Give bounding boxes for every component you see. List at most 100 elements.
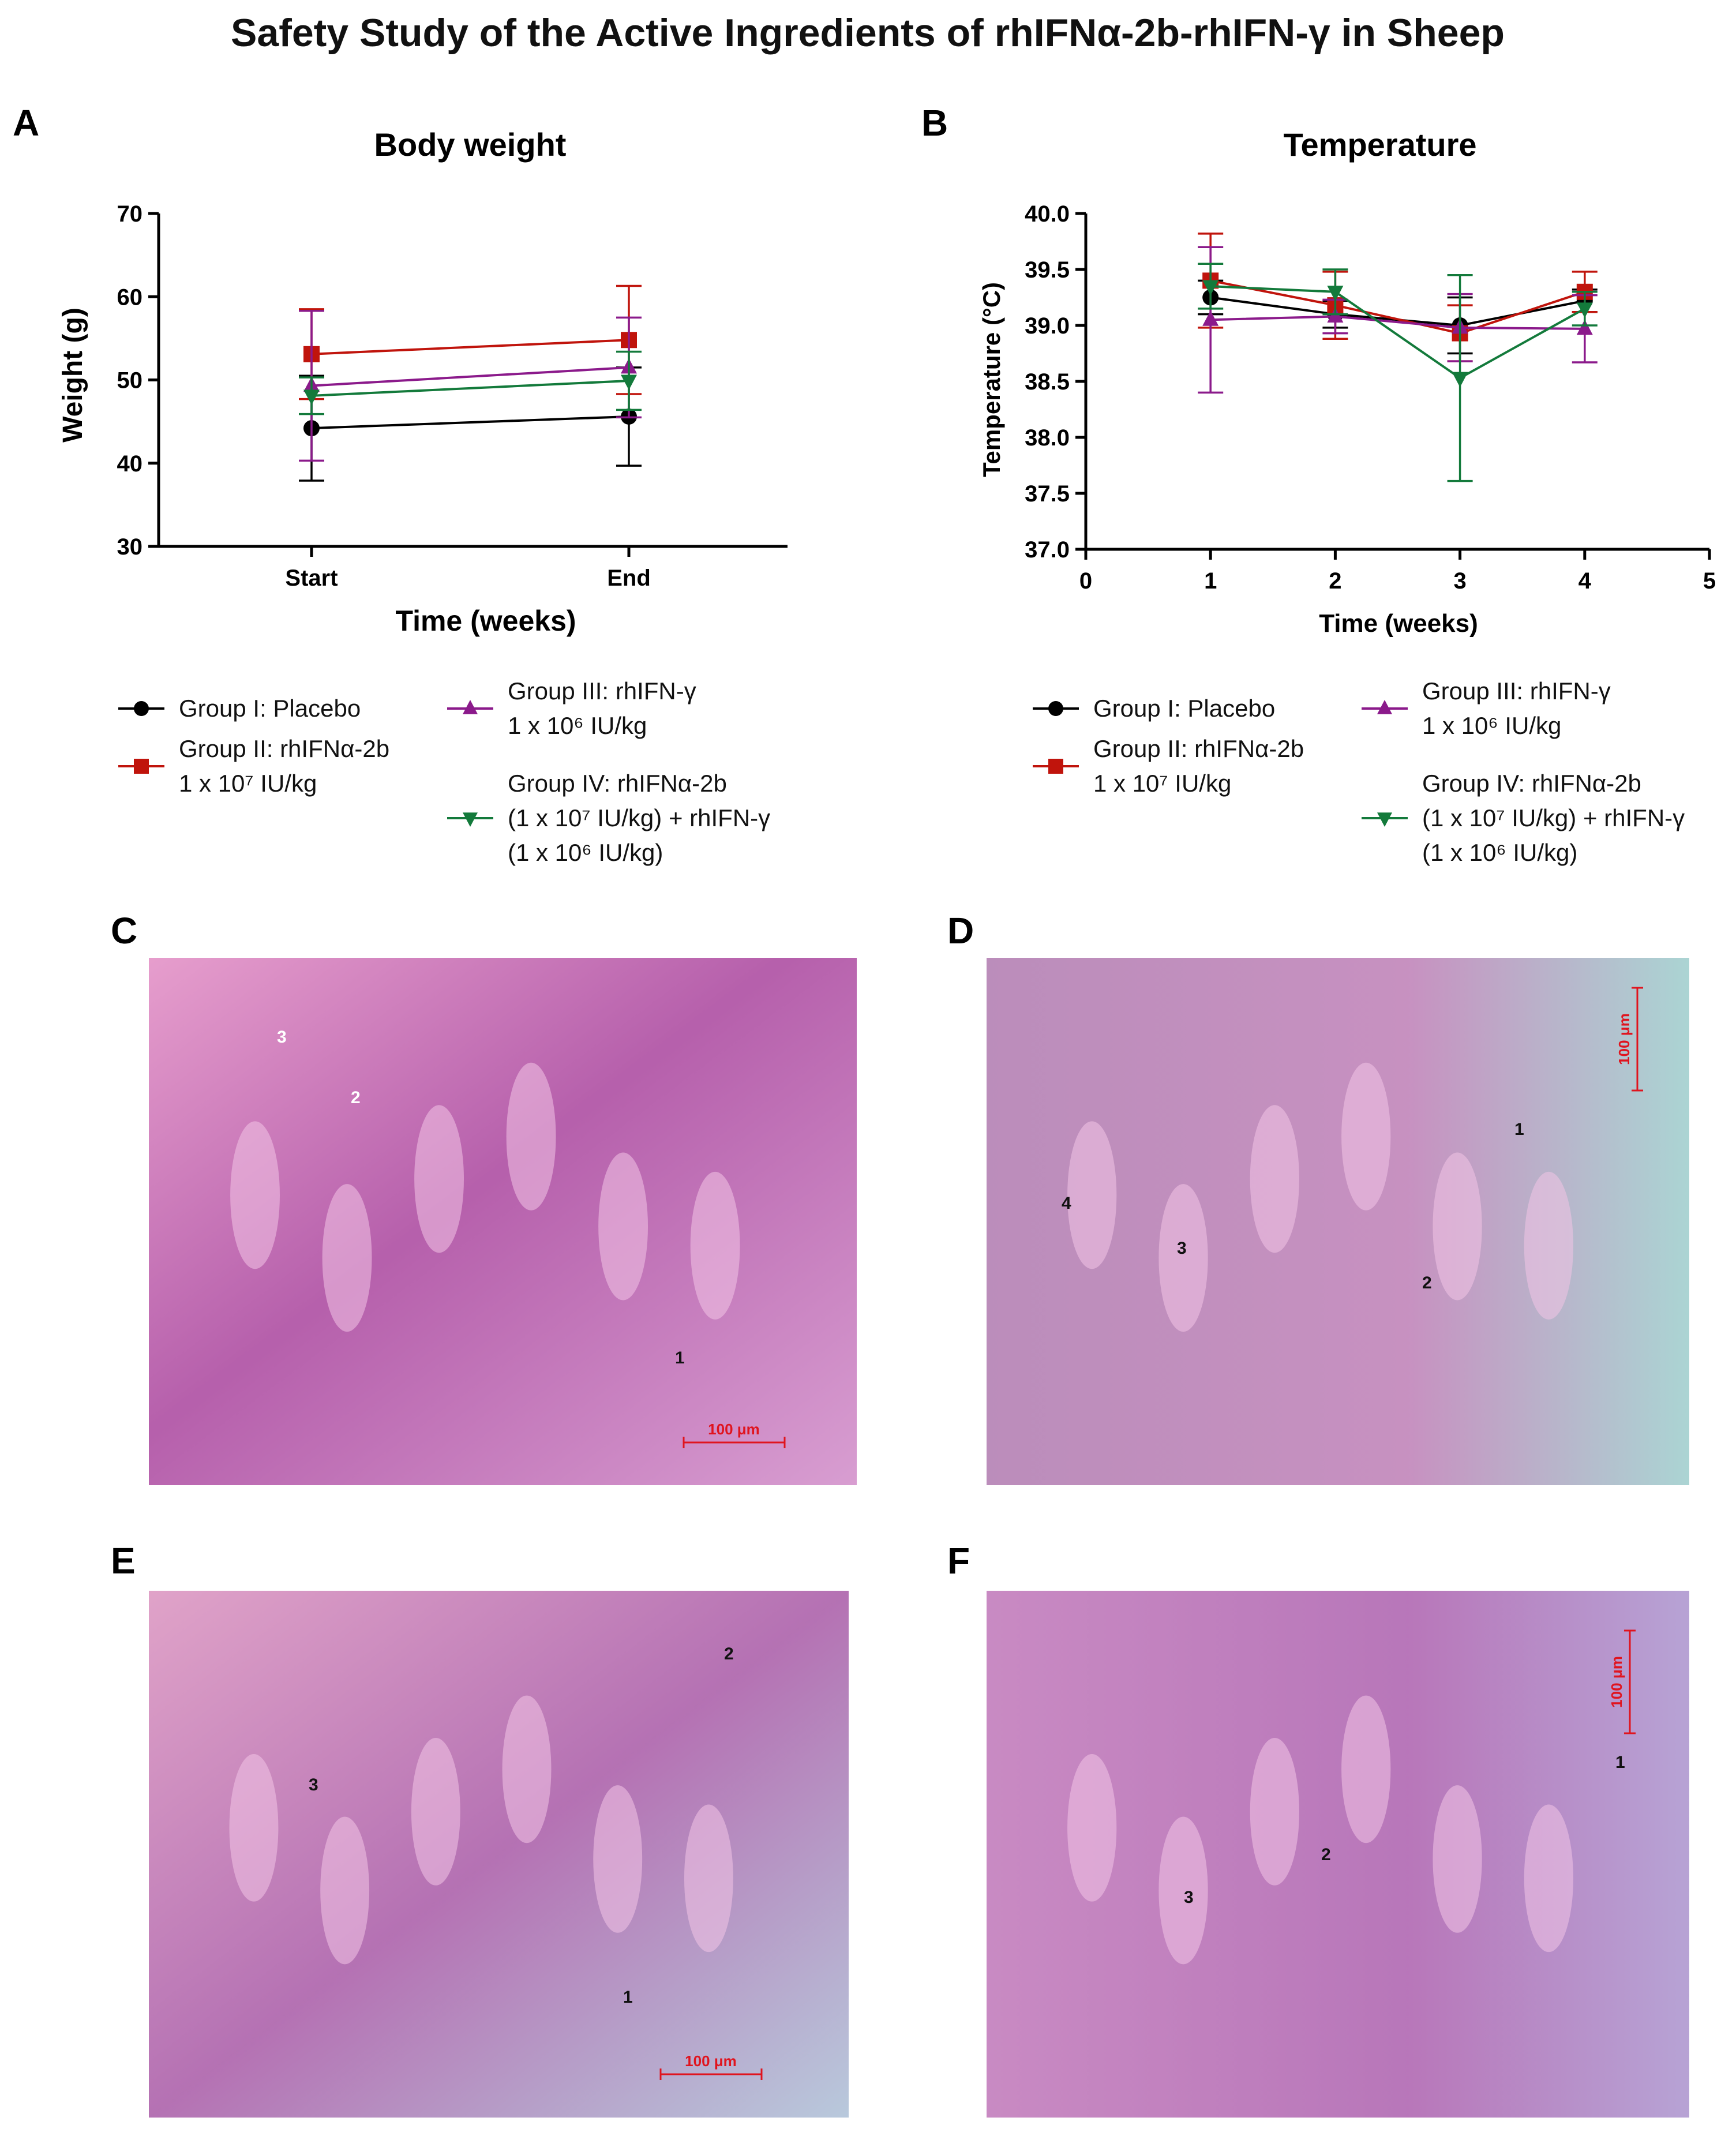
legend-a: Group I: Placebo Group II: rhIFNα-2b 1 x 1… <box>118 677 770 866</box>
panel-letter-d: D <box>947 910 974 951</box>
chart-a-series-line <box>311 415 629 430</box>
legend-label: 1 x 10⁷ IU/kg <box>179 770 317 797</box>
chart-a-xlabel: Time (weeks) <box>395 605 576 637</box>
micrograph-c-papilla <box>322 1184 372 1332</box>
legend-label: Group III: rhIFN-γ <box>1422 677 1611 704</box>
chart-b-point <box>1576 319 1593 335</box>
legend-label: (1 x 10⁶ IU/kg) <box>1422 839 1577 866</box>
legend-swatch-marker <box>1048 759 1063 774</box>
chart-b-ytick-label: 40.0 <box>1025 201 1070 227</box>
chart-b-xtick-label: 2 <box>1329 568 1341 594</box>
figure-title: Safety Study of the Active Ingredients o… <box>231 11 1505 55</box>
chart-b-ytick-label: 37.0 <box>1025 537 1070 563</box>
micrograph-d-papilla <box>1250 1105 1300 1253</box>
micrograph-e-scale-label: 100 μm <box>685 2052 737 2070</box>
legend-label: 1 x 10⁷ IU/kg <box>1093 770 1231 797</box>
panel-letter-e: E <box>111 1540 136 1582</box>
chart-b-xtick-label: 5 <box>1703 568 1716 594</box>
chart-a-ytick-label: 40 <box>117 451 143 477</box>
micrograph-d-papilla <box>1067 1121 1117 1269</box>
chart-a-ytick-label: 30 <box>117 534 143 560</box>
chart-b-series-line <box>1210 285 1585 380</box>
chart-b-xtick-label: 3 <box>1453 568 1466 594</box>
chart-a-xtick-label: End <box>607 565 651 591</box>
micrograph-e-papilla <box>320 1816 370 1965</box>
chart-b-point <box>1327 286 1344 301</box>
legend-label: Group I: Placebo <box>179 695 361 722</box>
panel-letter-a: A <box>13 102 39 144</box>
chart-a-ylabel: Weight (g) <box>58 308 88 443</box>
chart-b-ytick-label: 39.5 <box>1025 257 1070 283</box>
micrograph-c-papilla <box>414 1105 464 1253</box>
micrograph-c-papilla <box>506 1062 556 1211</box>
legend-b: Group I: Placebo Group II: rhIFNα-2b 1 x 1… <box>1033 677 1685 866</box>
chart-body-weight: Body weight Time (weeks) Weight (g) 30 40… <box>58 126 788 637</box>
micrograph-c-papilla <box>690 1171 740 1320</box>
chart-b-ylabel: Temperature (°C) <box>978 282 1005 477</box>
micrographs: 1 2 3 100 μm 1 2 3 4 100 μm 1 2 3 100 μm 1 2 3 100 μm <box>149 958 1689 2118</box>
chart-a-ytick-label: 70 <box>117 201 143 227</box>
chart-temperature: Temperature Time (weeks) Temperature (°C… <box>978 126 1716 638</box>
micrograph-c-label: 3 <box>277 1028 287 1047</box>
chart-b-series-line <box>1210 315 1585 330</box>
micrograph-f-scale-label: 100 μm <box>1608 1656 1625 1708</box>
legend-swatch-marker <box>1048 701 1063 716</box>
chart-b-ytick-label: 37.5 <box>1025 481 1070 507</box>
panel-letter-c: C <box>111 910 137 951</box>
micrograph-f-label: 1 <box>1615 1753 1625 1772</box>
chart-b-ytick-label: 39.0 <box>1025 313 1070 339</box>
micrograph-f-papilla <box>1341 1695 1391 1843</box>
micrograph-d-label: 3 <box>1177 1239 1187 1258</box>
legend-swatch-marker <box>134 759 149 774</box>
micrograph-f-label: 2 <box>1321 1845 1331 1864</box>
chart-b-point <box>1202 280 1219 296</box>
micrograph-d-label: 4 <box>1062 1194 1071 1213</box>
legend-label: (1 x 10⁷ IU/kg) + rhIFN-γ <box>1422 804 1685 831</box>
legend-label: (1 x 10⁶ IU/kg) <box>508 839 663 866</box>
micrograph-e-label: 3 <box>309 1775 318 1794</box>
legend-swatch-marker <box>134 701 149 716</box>
legend-label: Group IV: rhIFNα-2b <box>508 770 727 797</box>
micrograph-f-papilla <box>1433 1785 1482 1933</box>
chart-a-point <box>621 374 637 391</box>
chart-b-ytick-label: 38.0 <box>1025 425 1070 451</box>
legend-label: 1 x 10⁶ IU/kg <box>1422 712 1561 739</box>
micrograph-c-papilla <box>598 1152 648 1301</box>
micrograph-e-papilla <box>684 1804 733 1953</box>
chart-a-series-line <box>311 366 629 387</box>
legend-label: 1 x 10⁶ IU/kg <box>508 712 647 739</box>
micrograph-f-label: 3 <box>1184 1888 1194 1907</box>
legend-swatch-marker <box>463 700 478 714</box>
micrograph-d-papilla <box>1433 1152 1482 1301</box>
legend-label: Group III: rhIFN-γ <box>508 677 696 704</box>
chart-b-xtick-label: 4 <box>1578 568 1592 594</box>
micrograph-e-papilla <box>411 1738 460 1886</box>
micrograph-d-scale-label: 100 μm <box>1615 1013 1633 1065</box>
legend-swatch-marker <box>1377 812 1392 827</box>
panel-letter-f: F <box>947 1540 970 1582</box>
chart-b-xlabel: Time (weeks) <box>1319 609 1478 638</box>
micrograph-f-papilla <box>1158 1816 1208 1965</box>
legend-label: Group II: rhIFNα-2b <box>179 735 389 762</box>
chart-b-point <box>1202 310 1219 326</box>
chart-a-xtick-label: Start <box>285 565 338 591</box>
micrograph-d-label: 1 <box>1514 1120 1524 1139</box>
micrograph-c-scale-label: 100 μm <box>708 1421 760 1438</box>
micrograph-c-label: 2 <box>351 1088 361 1107</box>
panel-letter-b: B <box>921 102 948 144</box>
chart-b-ytick-label: 38.5 <box>1025 369 1070 395</box>
chart-b-point <box>1452 372 1468 388</box>
micrograph-e-label: 1 <box>623 1988 633 2007</box>
micrograph-c-papilla <box>230 1121 280 1269</box>
micrograph-f-papilla <box>1524 1804 1574 1953</box>
legend-swatch-marker <box>463 812 478 827</box>
chart-b-xtick-label: 0 <box>1079 568 1092 594</box>
chart-a-ytick-label: 50 <box>117 368 143 394</box>
legend-label: Group II: rhIFNα-2b <box>1093 735 1304 762</box>
micrograph-e-papilla <box>593 1785 643 1933</box>
chart-a-point <box>303 389 320 406</box>
chart-a-series-line <box>311 339 629 355</box>
chart-a-series-line <box>311 379 629 397</box>
micrograph-e-papilla <box>229 1754 279 1902</box>
